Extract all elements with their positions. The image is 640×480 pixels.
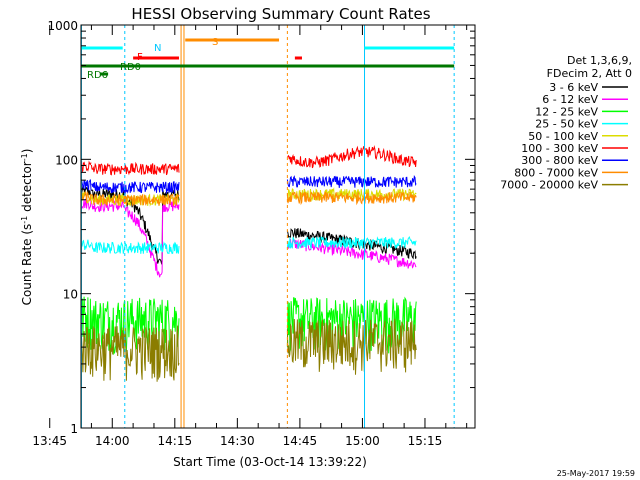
- y-label-part3: ): [20, 149, 34, 154]
- legend-label: 7000 - 20000 keV: [500, 179, 598, 192]
- plot-data: [80, 145, 417, 382]
- series-line: [90, 161, 180, 176]
- series-line: [286, 296, 417, 354]
- y-label-part1: Count Rate (s: [20, 224, 34, 306]
- flag-label-f: F: [137, 52, 143, 63]
- series-line: [80, 190, 92, 203]
- series-25to50kev: [80, 235, 417, 255]
- legend-label: 3 - 6 keV: [549, 81, 598, 94]
- series-line: [90, 241, 180, 255]
- y-label-sup1: -1: [20, 216, 29, 224]
- x-axis-ticks: 13:45 14:00 14:15 14:30 14:45 15:00 15:15: [32, 25, 468, 448]
- series-line: [90, 325, 180, 382]
- flag-label-rd6: RD6: [87, 70, 108, 81]
- series-line: [80, 179, 92, 191]
- series-line: [286, 318, 417, 375]
- flag-label-n: N: [154, 43, 161, 54]
- series-line: [286, 235, 417, 251]
- y-tick-label: 1: [70, 422, 78, 436]
- y-label-part2: detector: [20, 161, 34, 216]
- x-tick-label: 14:30: [220, 434, 255, 448]
- y-tick-label: 1000: [47, 19, 78, 33]
- series-6to12kev: [80, 198, 417, 278]
- y-tick-label: 10: [63, 288, 78, 302]
- legend-label: 6 - 12 keV: [542, 93, 598, 106]
- plot-frame: [80, 24, 476, 429]
- series-300to800kev: [80, 175, 417, 195]
- series-line: [286, 175, 417, 188]
- series-line: [286, 191, 417, 206]
- y-tick-label: 100: [55, 153, 78, 167]
- x-axis-label: Start Time (03-Oct-14 13:39:22): [173, 455, 367, 469]
- x-tick-label: 14:45: [283, 434, 318, 448]
- legend-label: 25 - 50 keV: [535, 118, 598, 131]
- flag-bars: [81, 38, 455, 76]
- series-100to300kev: [80, 145, 417, 176]
- chart-title: HESSI Observing Summary Count Rates: [131, 5, 430, 23]
- x-tick-label: 14:00: [95, 434, 130, 448]
- series-7000to20000kev: [80, 318, 417, 382]
- series-line: [91, 192, 180, 207]
- flag-label-s: S: [212, 37, 218, 48]
- x-tick-label: 13:45: [32, 434, 67, 448]
- series-line: [80, 326, 92, 375]
- x-tick-label: 15:15: [408, 434, 443, 448]
- series-line: [287, 145, 417, 169]
- y-label-sup2: -1: [20, 153, 29, 161]
- legend-label: 12 - 25 keV: [535, 105, 598, 118]
- legend-label: 100 - 300 keV: [521, 142, 598, 155]
- series-line: [80, 160, 92, 173]
- flag-label-rd0: RD0: [120, 62, 141, 73]
- legend-header-1: Det 1,3,6,9,: [567, 54, 632, 67]
- series-line: [80, 239, 92, 251]
- series-800to7000kev: [80, 190, 417, 207]
- series-line: [90, 199, 180, 278]
- y-axis-ticks: 1 10 100 1000: [47, 19, 475, 436]
- series-line: [91, 181, 180, 195]
- plot-timestamp: 25-May-2017 19:59: [557, 469, 635, 478]
- legend-label: 300 - 800 keV: [521, 154, 598, 167]
- legend-label: 800 - 7000 keV: [514, 166, 598, 179]
- x-tick-label: 15:00: [345, 434, 380, 448]
- y-axis-label: Count Rate (s-1 detector-1): [20, 149, 34, 306]
- x-tick-label: 14:15: [158, 434, 193, 448]
- legend-header-2: FDecim 2, Att 0: [547, 67, 632, 80]
- legend-label: 50 - 100 keV: [528, 130, 598, 143]
